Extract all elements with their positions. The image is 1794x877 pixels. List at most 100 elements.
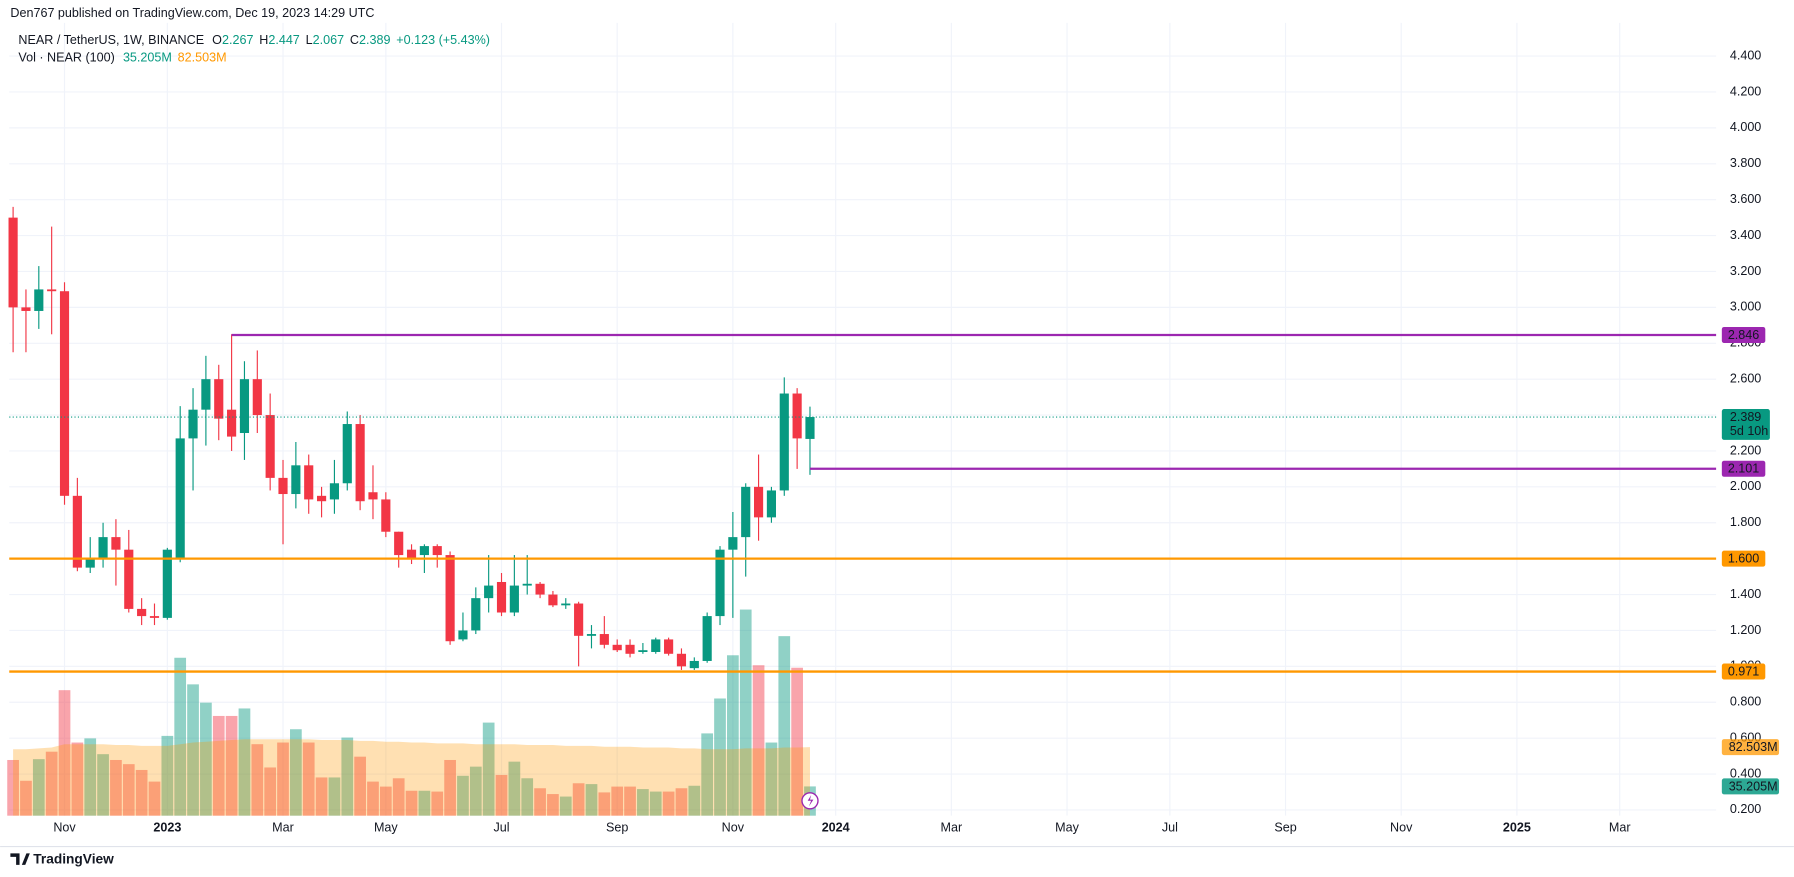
y-tick-label: 1.800 <box>1730 515 1761 529</box>
candle-body <box>574 603 584 636</box>
countdown-label: 5d 10h <box>1730 424 1768 438</box>
volume-bar <box>264 767 277 816</box>
y-tick-label: 2.000 <box>1730 479 1761 493</box>
candle-body <box>676 653 687 667</box>
candle-body <box>458 630 468 640</box>
candle-body <box>792 393 802 439</box>
candle-body <box>137 608 147 617</box>
volume-bar <box>135 769 148 816</box>
ohlc-value: 2.067 <box>313 34 344 48</box>
volume-bar <box>598 792 611 816</box>
level-label: 2.101 <box>1728 462 1759 476</box>
volume-ma-value: 82.503M <box>178 51 227 65</box>
candle-body <box>741 486 751 538</box>
level-label-box <box>1721 550 1766 567</box>
x-tick-label: Sep <box>1274 821 1296 835</box>
volume-bar <box>662 791 675 816</box>
candle-body <box>753 486 764 518</box>
candle-body <box>419 546 429 556</box>
level-label: 0.971 <box>1728 664 1759 678</box>
volume-bar <box>765 742 778 816</box>
last-price-box <box>1721 409 1770 440</box>
x-tick-label: Mar <box>272 821 294 835</box>
volume-bar <box>534 788 546 816</box>
volume-bar <box>572 783 585 816</box>
candle-body <box>432 546 442 556</box>
volume-bar <box>547 794 559 816</box>
y-tick-label: 2.200 <box>1730 443 1761 457</box>
ohlc-letter: O <box>212 34 222 48</box>
candle-body <box>227 409 237 437</box>
symbol: NEAR / TetherUS, 1W, BINANCE <box>18 34 204 48</box>
tradingview-logo: TradingView <box>10 851 114 866</box>
y-tick-label: 4.200 <box>1730 84 1761 98</box>
y-tick-label: 4.000 <box>1730 120 1761 134</box>
candle-body <box>278 477 288 495</box>
candle-body <box>612 644 622 651</box>
volume-bar <box>71 742 84 816</box>
y-tick-label: 0.800 <box>1730 695 1761 709</box>
y-tick-label: 3.600 <box>1730 192 1761 206</box>
candle-body <box>239 379 250 434</box>
volume-bar <box>637 789 649 816</box>
y-tick-label: 3.800 <box>1730 156 1761 170</box>
volume-bar <box>405 790 418 816</box>
volume-bar <box>212 715 225 816</box>
x-tick-label: Jul <box>1162 821 1178 835</box>
volume-bar <box>367 781 379 816</box>
volume-bar <box>45 751 58 816</box>
ohlc-letter: L <box>306 34 313 48</box>
legend-main: NEAR / TetherUS, 1W, BINANCE O2.267 H2.4… <box>18 34 490 48</box>
x-tick-label: Mar <box>1609 821 1631 835</box>
candle-body <box>124 549 134 609</box>
level-label-box <box>1721 663 1766 680</box>
level-label: 1.600 <box>1728 552 1759 566</box>
volume-bar <box>7 759 19 816</box>
volume-bar <box>727 655 739 816</box>
candle-body <box>8 217 18 308</box>
candle-body <box>175 438 185 559</box>
candle-body <box>625 644 635 654</box>
x-tick-label: Nov <box>1390 821 1413 835</box>
volume-ma-box <box>1721 739 1780 756</box>
candle-body <box>728 537 738 550</box>
legend-volume: Vol · NEAR (100) 35.205M 82.503M <box>18 51 226 65</box>
volume-bar <box>277 742 289 816</box>
candle-body <box>316 495 327 502</box>
volume-bar <box>225 715 238 816</box>
level-label-box <box>1721 327 1766 344</box>
ohlc-value: 2.389 <box>359 34 390 48</box>
price-pane <box>8 206 1717 810</box>
candle-body <box>394 531 404 556</box>
axes: 0.2000.4000.6000.8001.0001.2001.4001.600… <box>53 48 1780 835</box>
volume-pane <box>7 609 816 816</box>
last-price-label: 2.389 <box>1730 410 1761 424</box>
volume-bar <box>444 759 456 816</box>
volume-bar <box>354 756 366 816</box>
candle-body <box>381 499 391 532</box>
volume-bar <box>752 665 765 816</box>
x-tick-label: 2023 <box>153 821 181 835</box>
y-tick-label: 3.000 <box>1730 300 1761 314</box>
volume-bar <box>495 774 508 816</box>
y-tick-label: 0.400 <box>1730 766 1761 780</box>
logo-icon <box>10 853 30 865</box>
volume-bar <box>290 729 302 816</box>
candle-body <box>111 537 121 550</box>
candle-body <box>188 409 198 439</box>
volume-bar <box>739 609 752 816</box>
candle-body <box>265 415 275 478</box>
volume-value: 35.205M <box>123 51 172 65</box>
volume-bar <box>302 742 315 816</box>
level-label: 2.846 <box>1728 328 1759 342</box>
volume-bar <box>315 777 328 816</box>
footer-brand: TradingView <box>33 851 114 866</box>
ohlc-value: 2.447 <box>268 34 299 48</box>
volume-bar <box>649 791 662 816</box>
candle-body <box>484 585 494 599</box>
x-tick-label: May <box>374 821 398 835</box>
volume-bar <box>559 796 572 816</box>
candle-body <box>201 379 211 410</box>
